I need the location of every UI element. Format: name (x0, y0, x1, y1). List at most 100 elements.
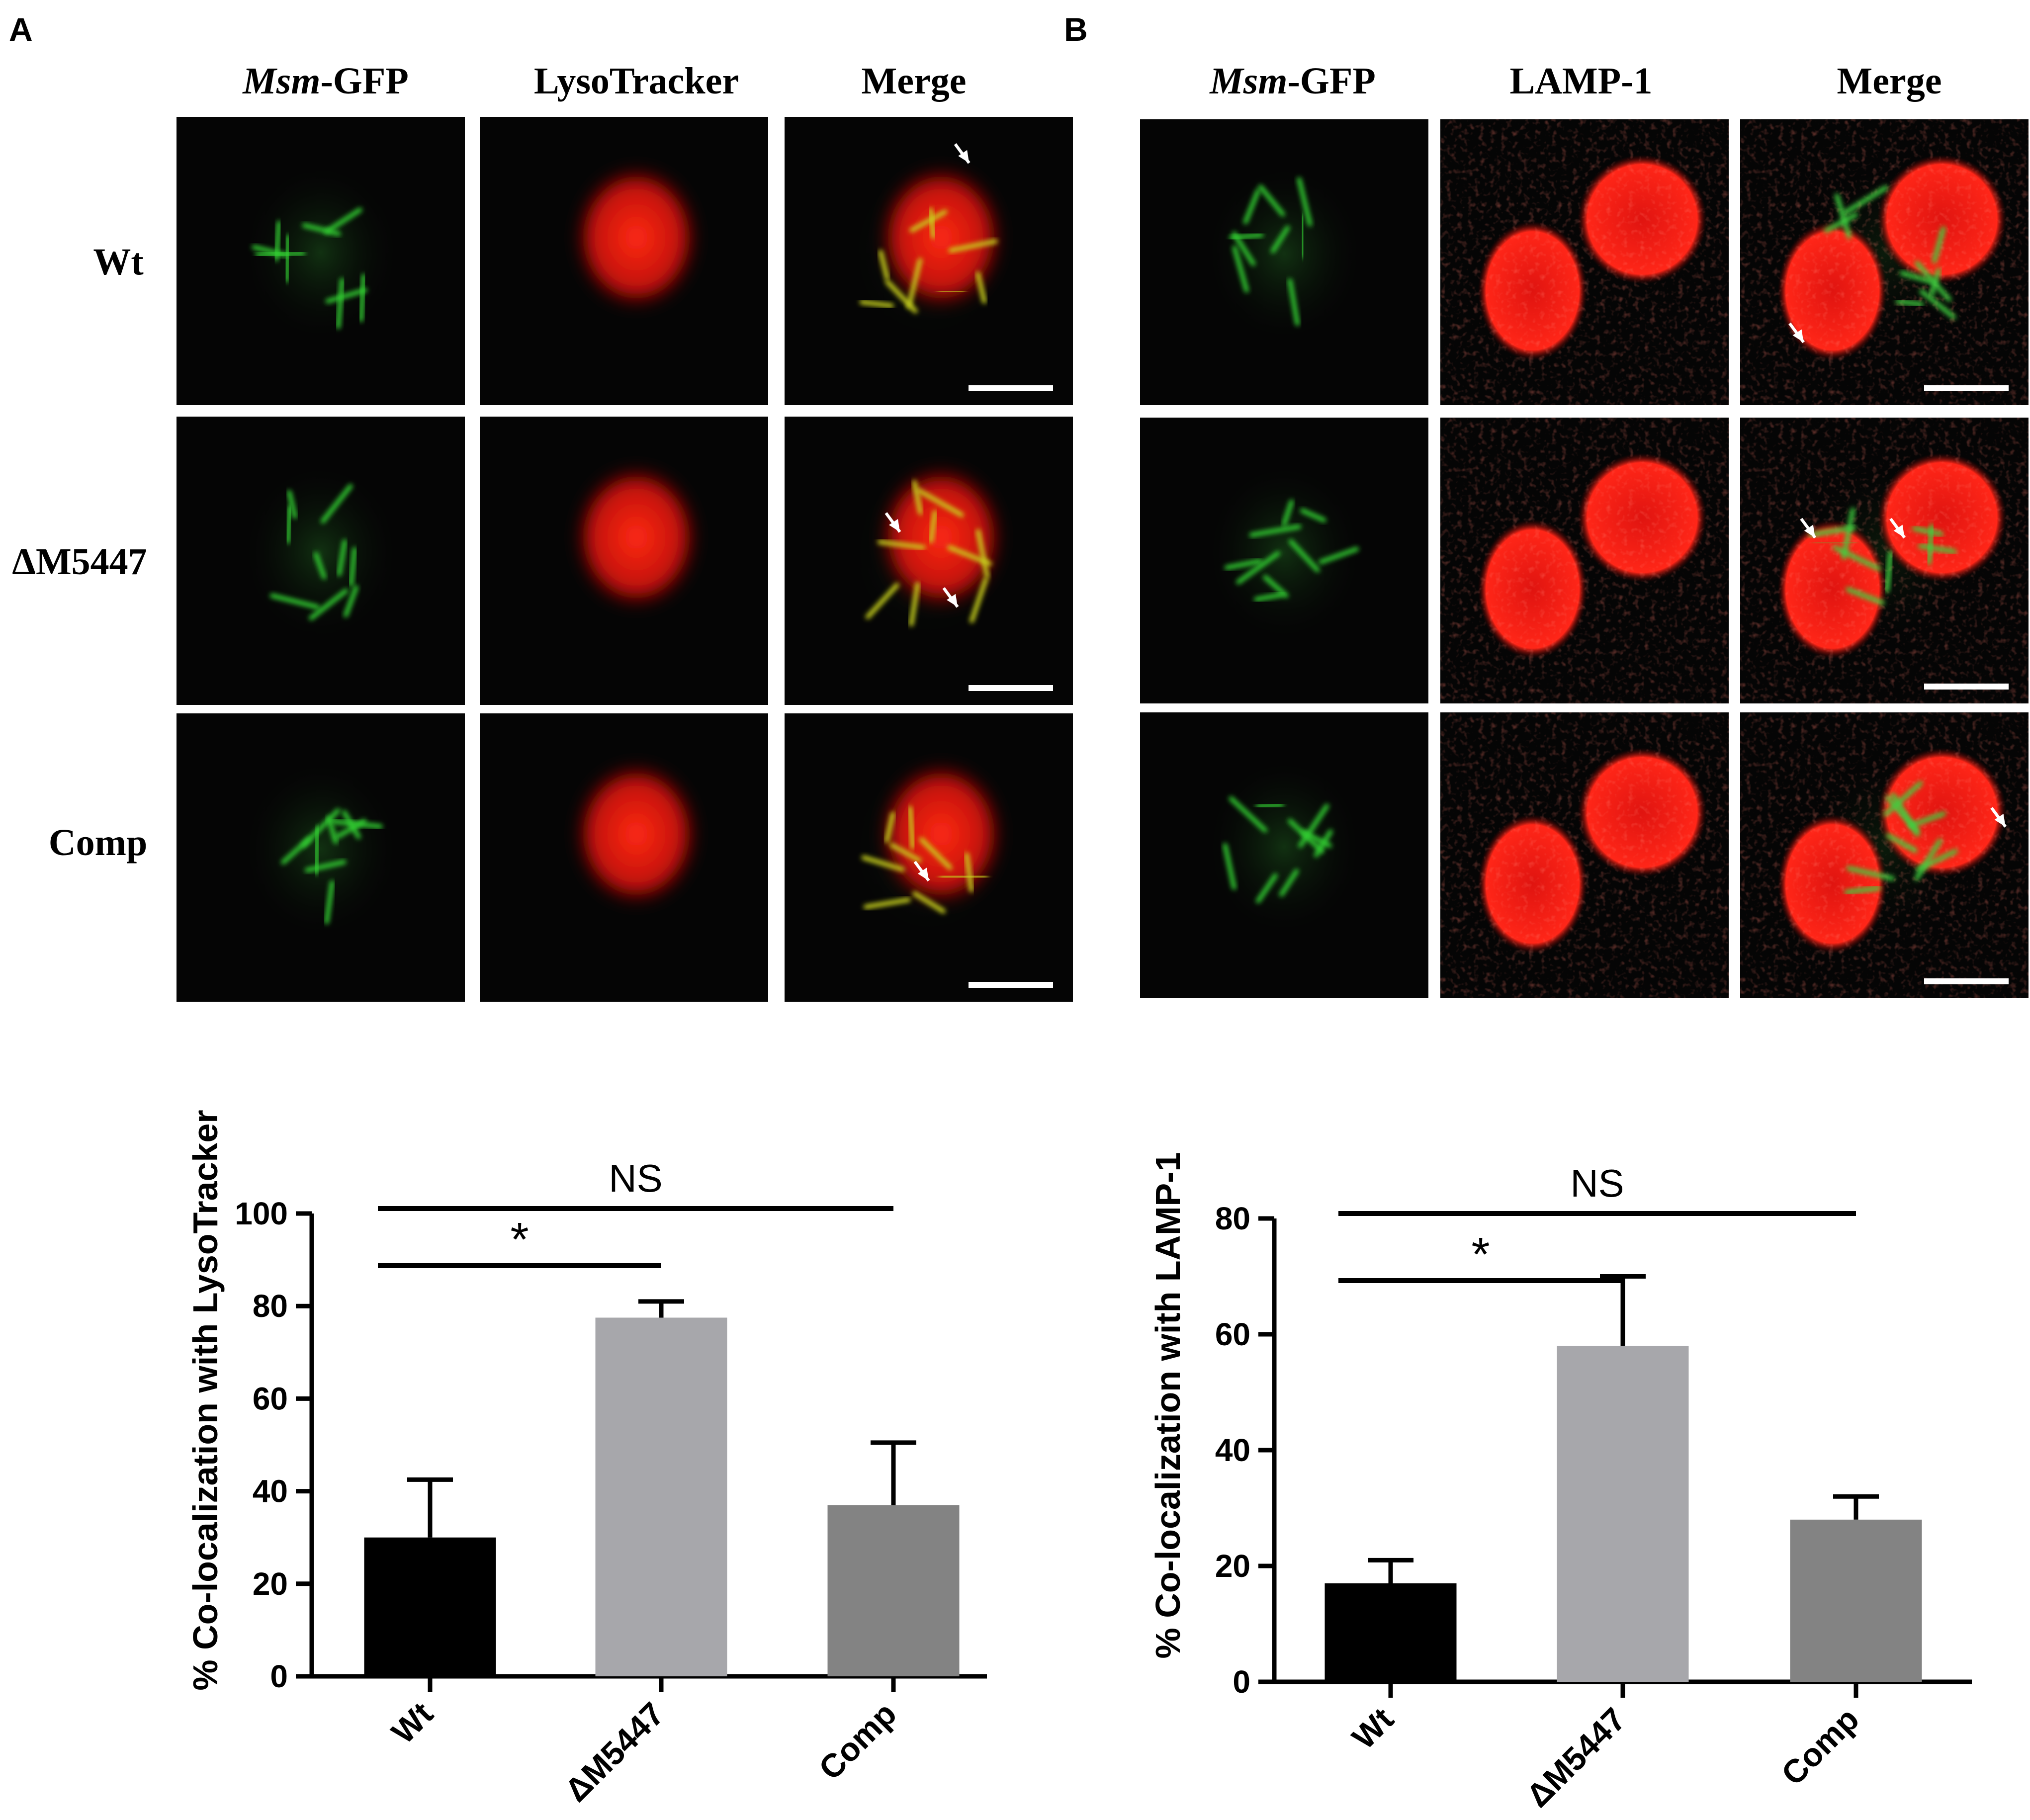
bacillus (912, 891, 946, 914)
cell-autofluorescence (1210, 762, 1359, 932)
bacillus (326, 816, 338, 844)
bacillus (884, 811, 895, 843)
bacillus (928, 510, 938, 543)
x-tick-label: Comp (811, 1695, 903, 1787)
bacillus (1918, 544, 1957, 554)
cell-autofluorescence (246, 467, 395, 637)
bacillus (975, 271, 987, 304)
bacillus (313, 826, 320, 875)
bacillus (1263, 575, 1289, 598)
y-tick-label: 60 (1215, 1316, 1250, 1352)
scale-bar (1924, 684, 2009, 690)
bacillus (865, 583, 899, 619)
bacillus (1258, 184, 1285, 217)
lamp-puncta (1440, 119, 1729, 405)
bacillus (336, 277, 345, 329)
bacillus (1301, 830, 1332, 848)
bacillus (324, 880, 335, 924)
bacillus (1833, 545, 1881, 571)
micrograph-image (177, 117, 465, 405)
bacillus (1843, 185, 1888, 215)
micrograph-image (1440, 712, 1729, 998)
bacillus (305, 860, 347, 872)
bacillus (909, 209, 948, 233)
micrograph-image (1440, 119, 1729, 405)
y-tick-label: 20 (253, 1566, 288, 1602)
micrograph-image (177, 417, 465, 705)
bacillus (909, 582, 920, 627)
y-tick-label: 40 (253, 1473, 288, 1509)
micrograph-image (785, 417, 1073, 705)
micrograph-image (1740, 712, 2029, 998)
micrograph-image (480, 117, 768, 405)
bacillus (358, 273, 366, 322)
bacillus (337, 539, 347, 576)
bar (1557, 1346, 1689, 1682)
panel-letter-a: A (9, 11, 33, 48)
scale-bar (1924, 385, 2009, 391)
arrowhead-icon (1804, 524, 1815, 538)
cell-autofluorescence (1210, 467, 1359, 637)
cell-autofluorescence (1210, 169, 1359, 339)
bacillus (1808, 525, 1856, 537)
panel-a-row-label-wt: Wt (93, 241, 143, 283)
bacillus (1919, 289, 1956, 320)
micrograph-image (785, 117, 1073, 405)
bacillus (1297, 177, 1313, 227)
y-tick-label: 80 (1215, 1201, 1250, 1236)
panel-a-header-msm-gfp: Msm-GFP (242, 60, 409, 102)
bacillus (1908, 811, 1946, 828)
lysotracker-signal (572, 462, 701, 612)
bacillus (1846, 866, 1895, 881)
bacillus (287, 490, 297, 519)
bacillus (1255, 802, 1284, 809)
bacillus (309, 588, 349, 620)
micrograph-image (1140, 418, 1428, 703)
bacillus (1224, 559, 1262, 570)
bacillus (919, 837, 953, 870)
bar (827, 1505, 960, 1676)
micrograph-image (1440, 418, 1729, 703)
bacillus (877, 539, 926, 550)
lysotracker-signal (572, 163, 701, 312)
bacillus (1914, 838, 1942, 881)
x-tick-label: ΔM5447 (1519, 1701, 1633, 1815)
micrograph-image (480, 417, 768, 705)
bacillus (917, 488, 964, 518)
bacillus (349, 547, 357, 587)
bacillus (1824, 212, 1858, 233)
bacillus (939, 874, 988, 879)
bacillus (331, 819, 383, 829)
scale-bar (969, 982, 1053, 988)
y-tick-label: 0 (270, 1658, 288, 1694)
bacillus (970, 577, 988, 623)
significance-label: NS (609, 1156, 662, 1200)
bacillus (281, 837, 312, 865)
x-tick-label: Comp (1774, 1701, 1866, 1793)
bacillus (948, 239, 998, 253)
bacillus (1846, 587, 1885, 606)
y-tick-label: 100 (235, 1196, 288, 1231)
panel-b-header-merge: Merge (1837, 60, 1942, 102)
bacillus (1256, 873, 1278, 903)
micrograph-grid (177, 117, 2029, 1002)
significance-label: NS (1570, 1161, 1624, 1205)
bacillus (1915, 260, 1952, 302)
bacillus (284, 234, 290, 283)
bacillus (1900, 270, 1933, 284)
lysotracker-signal (877, 759, 1006, 909)
bacillus (1884, 551, 1893, 593)
chart-lysotracker: 0 20 40 60 80 100 % Co-localization with LysoT… (186, 1110, 987, 1809)
bacillus (937, 289, 966, 294)
bacillus (863, 897, 911, 909)
arrowhead-icon (1893, 524, 1905, 538)
arrowhead-icon (889, 519, 900, 532)
bacillus (1319, 546, 1359, 564)
bacillus (1249, 524, 1302, 537)
bacillus (1300, 508, 1326, 522)
bar (595, 1317, 727, 1676)
bacillus (313, 552, 327, 580)
y-tick-label: 20 (1215, 1548, 1250, 1584)
panel-a-header-lysotracker: LysoTracker (534, 60, 739, 102)
